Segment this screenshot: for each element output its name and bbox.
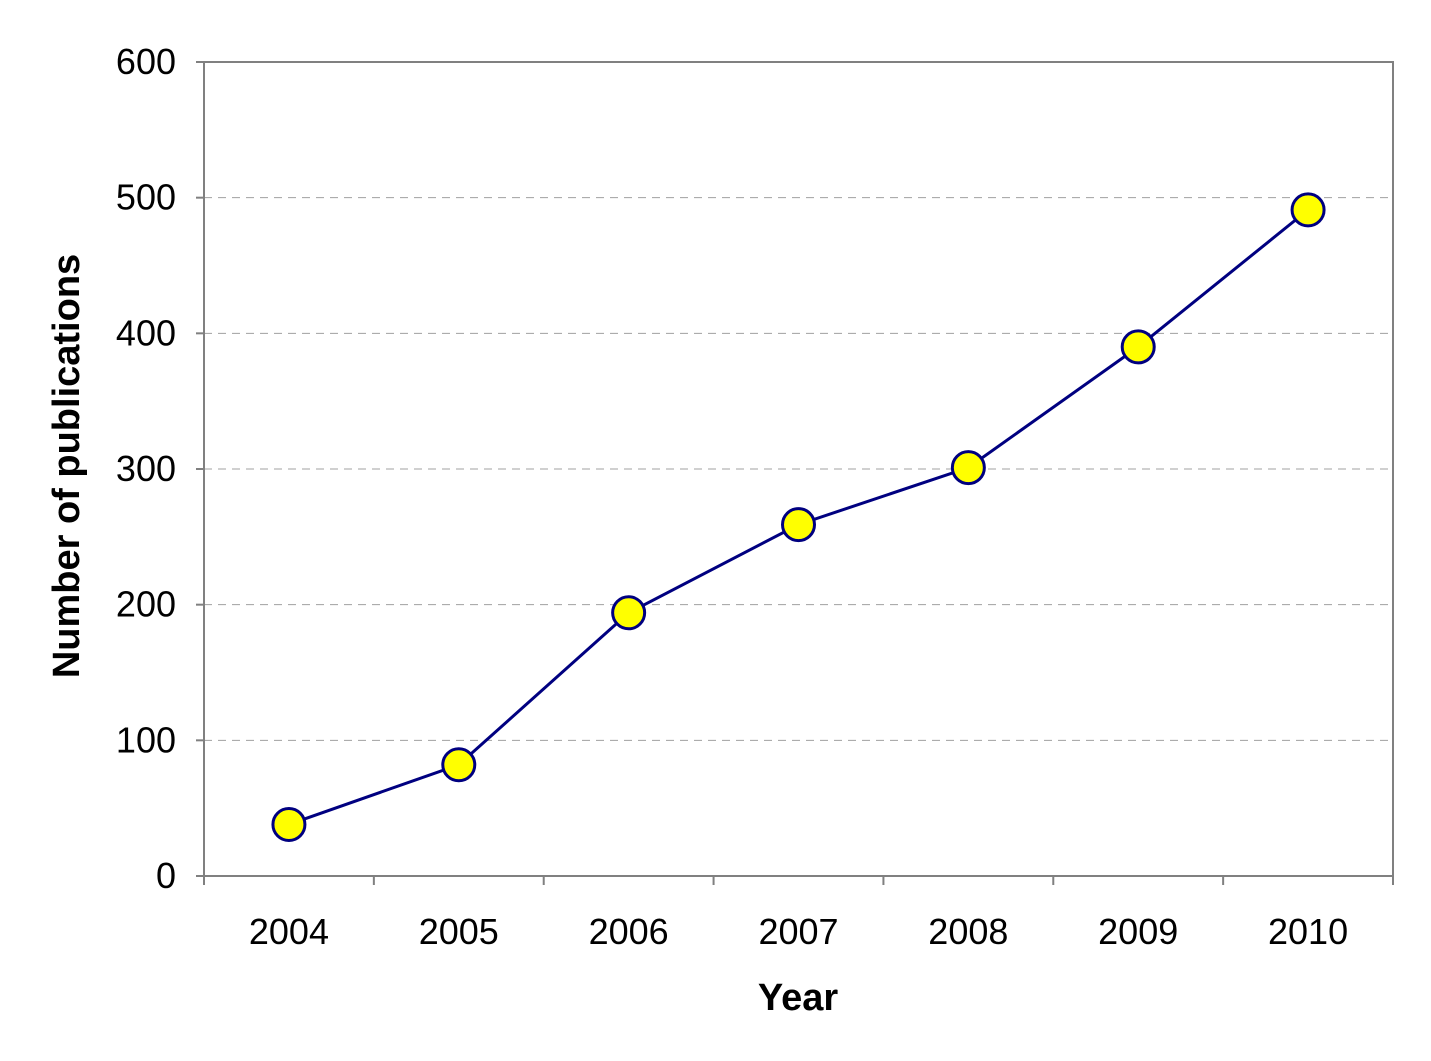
ticks-layer <box>196 61 1394 885</box>
data-point-marker <box>271 806 307 842</box>
y-tick-label: 0 <box>156 855 176 896</box>
y-tick-label: 400 <box>116 312 176 353</box>
x-tick-label: 2004 <box>249 911 329 952</box>
x-tick-label: 2009 <box>1098 911 1178 952</box>
data-point-marker <box>950 450 986 486</box>
data-point-marker <box>1290 192 1326 228</box>
y-tick-label: 300 <box>116 448 176 489</box>
data-point-marker <box>781 507 816 543</box>
label-layer: 0 100 200 300 400 500 600 2004 2005 2006 2007 2008 2… <box>116 41 1348 952</box>
data-point-marker <box>611 595 647 631</box>
y-tick-label: 600 <box>116 41 176 82</box>
data-point-marker <box>1120 329 1156 365</box>
x-tick-label: 2005 <box>419 911 499 952</box>
y-tick-label: 100 <box>116 719 176 760</box>
y-axis-title: Number of publications <box>46 254 88 678</box>
series-layer <box>271 192 1326 842</box>
x-axis-title: Year <box>758 977 839 1019</box>
x-tick-label: 2008 <box>928 911 1008 952</box>
x-tick-label: 2010 <box>1268 911 1348 952</box>
data-point-marker <box>441 747 477 783</box>
x-tick-label: 2007 <box>758 911 838 952</box>
grid-layer <box>204 197 1393 741</box>
y-tick-label: 500 <box>116 177 176 218</box>
x-tick-label: 2006 <box>589 911 669 952</box>
y-tick-label: 200 <box>116 584 176 625</box>
